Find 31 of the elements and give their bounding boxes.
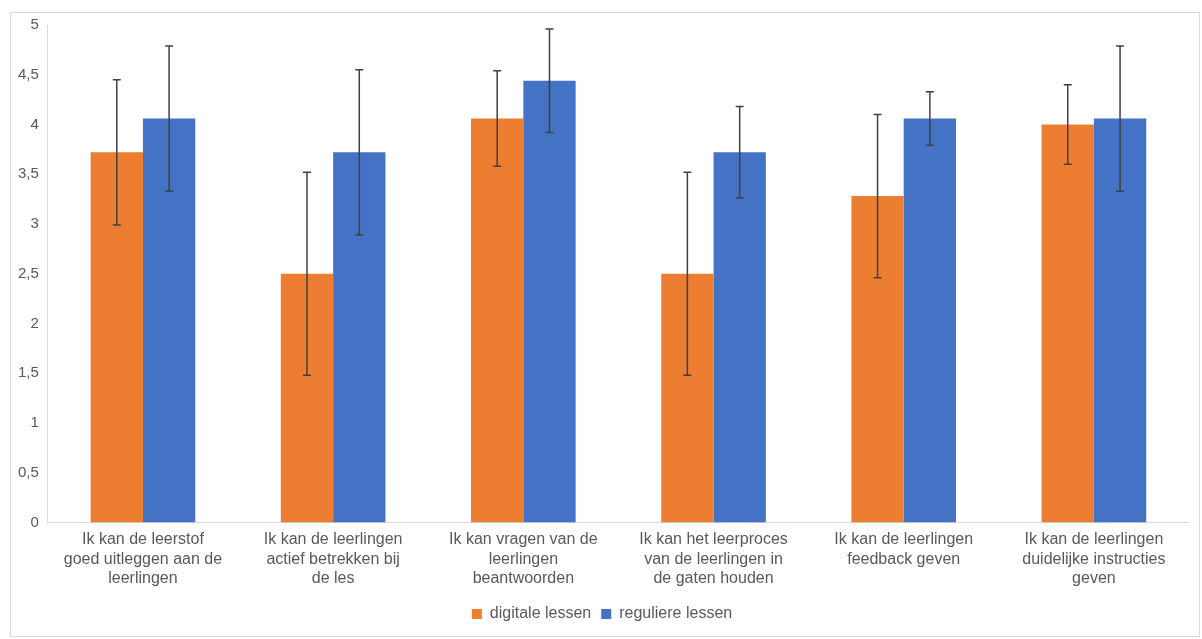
- y-tick-label: 1: [30, 413, 39, 431]
- bar: [661, 273, 714, 523]
- bar: [851, 196, 904, 523]
- bar: [471, 118, 524, 523]
- bar: [713, 152, 766, 523]
- bar: [523, 80, 576, 523]
- bar: [903, 118, 957, 523]
- y-tick-label: 4,5: [17, 64, 39, 82]
- y-tick-label: 4: [30, 114, 39, 132]
- x-tick-label: Ik kan het leerproces van de leerlingen in de gaten houden: [639, 530, 788, 586]
- y-tick-label: 0,5: [17, 462, 39, 480]
- y-tick-label: 2: [30, 313, 39, 331]
- x-tick-label: Ik kan de leerlingen actief betrekken bij de les: [263, 530, 403, 586]
- y-tick-label: 2,5: [17, 263, 39, 281]
- x-tick-label: Ik kan vragen van de leerlingen beantwoorden: [449, 530, 598, 586]
- bar: [142, 118, 196, 523]
- legend-label: digitale lessen: [489, 604, 592, 622]
- y-tick-label: 3: [30, 214, 39, 232]
- y-tick-label: 0: [30, 512, 39, 530]
- x-tick-label: Ik kan de leerlingen feedback geven: [834, 530, 974, 567]
- y-tick-label: 5: [30, 15, 39, 33]
- x-tick-label: Ik kan de leerstof goed uitleggen aan de leerlingen: [63, 530, 223, 586]
- bar: [90, 152, 143, 523]
- bar: [280, 273, 334, 523]
- x-tick-label: Ik kan de leerlingen duidelijke instructies geven: [1022, 530, 1166, 586]
- bar: [1041, 124, 1094, 523]
- y-tick-label: 1,5: [17, 363, 39, 381]
- y-tick-label: 3,5: [17, 164, 39, 182]
- bar: [1093, 118, 1147, 523]
- bar: [333, 152, 386, 523]
- legend-label: reguliere lessen: [619, 604, 733, 622]
